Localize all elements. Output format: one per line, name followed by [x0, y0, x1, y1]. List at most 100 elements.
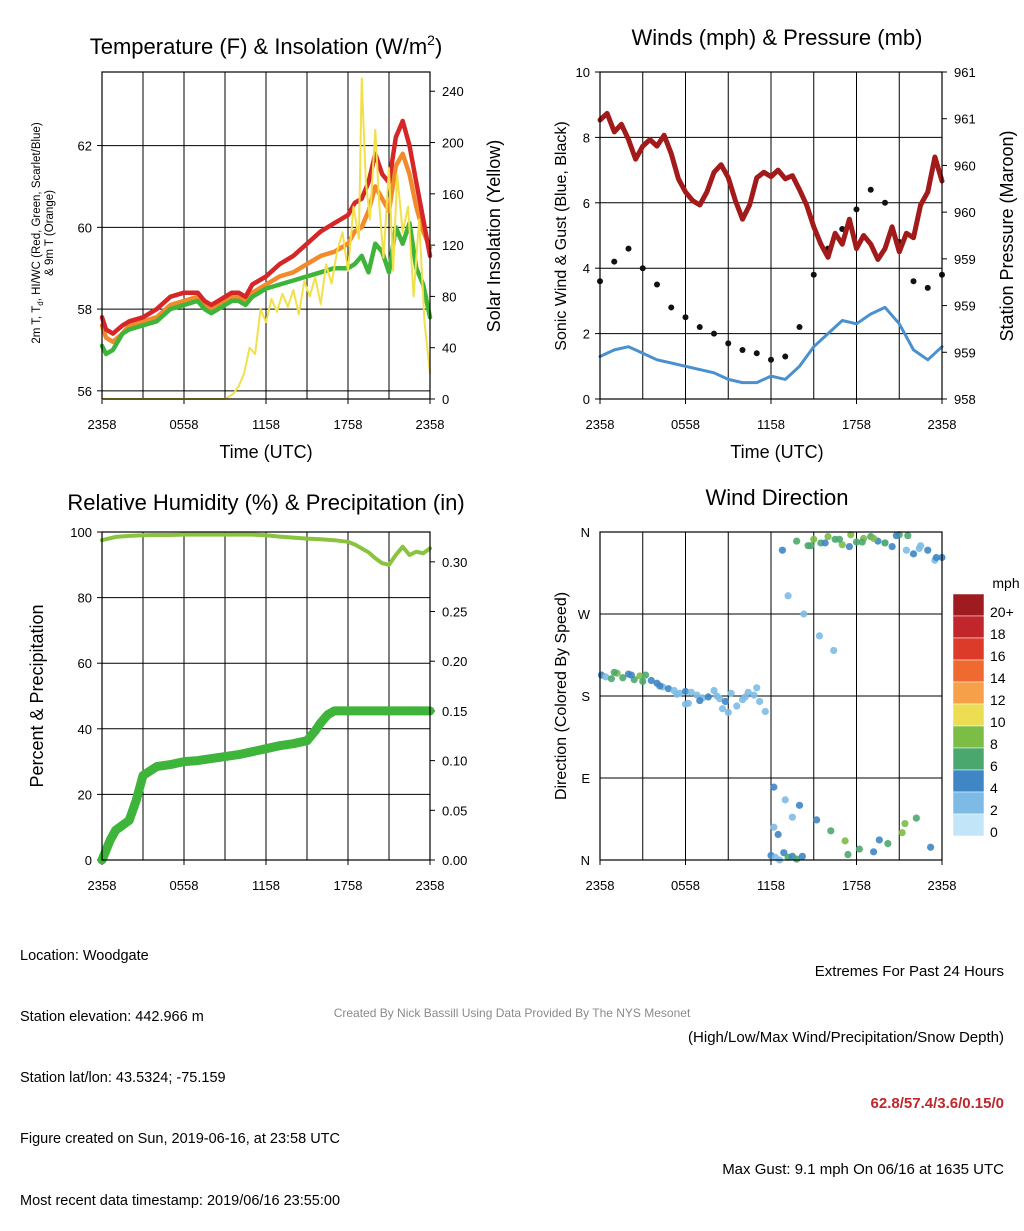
- y-tick-label: N: [581, 853, 590, 868]
- wind-speed-legend-title: mph: [992, 575, 1019, 591]
- wind-direction-point: [693, 691, 701, 699]
- x-tick-label: 2358: [416, 878, 445, 893]
- wind-direction-point: [847, 531, 855, 539]
- series-line-9m-t: [99, 151, 433, 345]
- wind-direction-point: [852, 538, 861, 546]
- x-tick-label: 2358: [88, 417, 117, 432]
- y2-tick-label: 200: [442, 136, 464, 151]
- wind-direction-point: [870, 848, 878, 856]
- x-tick-label: 1158: [252, 878, 280, 893]
- wind-direction-point: [753, 684, 761, 692]
- x-tick-label: 1158: [757, 417, 785, 432]
- x-tick-label: 1158: [252, 417, 280, 432]
- wind-direction-point: [788, 813, 796, 821]
- gust-point: [682, 314, 689, 321]
- y2-tick-label: 0.15: [442, 704, 467, 719]
- x-tick-label: 0558: [170, 878, 199, 893]
- y2-tick-label: 961: [954, 112, 976, 127]
- gust-point: [782, 353, 789, 360]
- legend-label-14: 14: [990, 670, 1006, 686]
- gust-point: [696, 324, 703, 331]
- wind-direction-point: [793, 855, 801, 863]
- legend-swatch-2: [952, 791, 985, 815]
- temperature-chart: Temperature (F) & Insolation (W/m2) 2m T…: [31, 32, 504, 462]
- humidity-chart-ylabel: Percent & Precipitation: [27, 604, 47, 787]
- wind-direction-chart-ylabel: Direction (Colored By Speed): [553, 592, 570, 800]
- wind-direction-point: [901, 819, 909, 828]
- y2-tick-label: 120: [442, 238, 464, 253]
- wind-direction-point: [884, 840, 892, 848]
- legend-swatch-8: [952, 725, 985, 749]
- wind-direction-point: [687, 688, 695, 696]
- wind-direction-point: [774, 830, 782, 839]
- wind-direction-point: [627, 671, 635, 679]
- y-tick-label: 6: [583, 196, 590, 211]
- wind-direction-point: [830, 646, 838, 655]
- wind-direction-point: [718, 705, 727, 713]
- wind-direction-point: [619, 674, 627, 682]
- station-info: Location: Woodgate Station elevation: 44…: [20, 905, 340, 1231]
- gust-point: [668, 304, 675, 311]
- extremes-title: Extremes For Past 24 Hours: [814, 963, 1004, 980]
- y-tick-label: 58: [78, 302, 92, 317]
- meteogram-figure: Temperature (F) & Insolation (W/m2) 2m T…: [27, 25, 1020, 893]
- y-tick-label: 60: [78, 656, 92, 671]
- legend-label-12: 12: [990, 692, 1006, 708]
- gust-point: [711, 330, 717, 337]
- y2-tick-label: 959: [954, 299, 976, 314]
- y2-tick-label: 40: [442, 341, 456, 356]
- gust-point: [867, 186, 874, 193]
- wind-direction-point: [795, 801, 804, 809]
- svg-text:2m T, Td, HI/WC (Red, Green, S: 2m T, Td, HI/WC (Red, Green, Scarlet/Blu…: [31, 122, 45, 343]
- gust-point: [639, 265, 646, 272]
- y-tick-label: 2: [583, 327, 590, 342]
- temperature-chart-xlabel: Time (UTC): [219, 442, 312, 462]
- series-line-sonic-wind: [598, 305, 944, 385]
- y2-tick-label: 80: [442, 289, 456, 304]
- y-tick-label: 56: [78, 384, 92, 399]
- y2-tick-label: 0.20: [442, 654, 467, 669]
- wind-direction-point: [881, 539, 889, 547]
- x-tick-label: 2358: [928, 417, 957, 432]
- wind-direction-point: [888, 542, 896, 551]
- y2-tick-label: 0.25: [442, 605, 467, 620]
- wind-direction-point: [681, 700, 690, 708]
- wind-direction-point: [741, 693, 749, 701]
- gust-point: [924, 284, 931, 291]
- x-tick-label: 1758: [334, 878, 363, 893]
- gust-point: [625, 245, 632, 252]
- gust-point: [810, 271, 817, 278]
- y-tick-label: 20: [78, 787, 92, 802]
- wind-direction-point: [821, 539, 829, 547]
- x-tick-label: 2358: [586, 878, 615, 893]
- wind-direction-point: [870, 534, 878, 542]
- legend-swatch-12: [952, 681, 985, 705]
- series-line-station-pressure: [597, 110, 945, 262]
- wind-direction-point: [647, 676, 655, 685]
- wind-direction-point: [892, 532, 901, 540]
- station-latlon: Station lat/lon: 43.5324; -75.159: [20, 1070, 226, 1087]
- series-line-precipitation: [97, 706, 435, 865]
- x-tick-label: 2358: [88, 878, 117, 893]
- wind-direction-point: [780, 849, 788, 857]
- winds-chart-xlabel: Time (UTC): [730, 442, 823, 462]
- y-tick-label: 62: [78, 139, 92, 154]
- wind-direction-point: [781, 796, 789, 804]
- y-tick-label: 80: [78, 591, 92, 606]
- wind-direction-point: [642, 671, 650, 679]
- wind-direction-point: [902, 546, 910, 554]
- legend-swatch-14: [952, 659, 985, 683]
- y2-tick-label: 960: [954, 205, 976, 220]
- gust-point: [725, 340, 732, 347]
- y2-tick-label: 960: [954, 158, 976, 173]
- wind-direction-point: [710, 686, 718, 695]
- winds-chart-y2label: Station Pressure (Maroon): [997, 130, 1017, 341]
- station-elevation: Station elevation: 442.966 m: [20, 1009, 204, 1026]
- gust-point: [753, 350, 760, 357]
- wind-direction-point: [800, 610, 808, 618]
- y-tick-label: 8: [583, 130, 590, 145]
- temperature-chart-title: Temperature (F) & Insolation (W/m2): [90, 32, 443, 59]
- y2-tick-label: 0.05: [442, 803, 467, 818]
- y2-tick-label: 0.30: [442, 555, 467, 570]
- credit-line: Created By Nick Bassill Using Data Provi…: [333, 1006, 691, 1020]
